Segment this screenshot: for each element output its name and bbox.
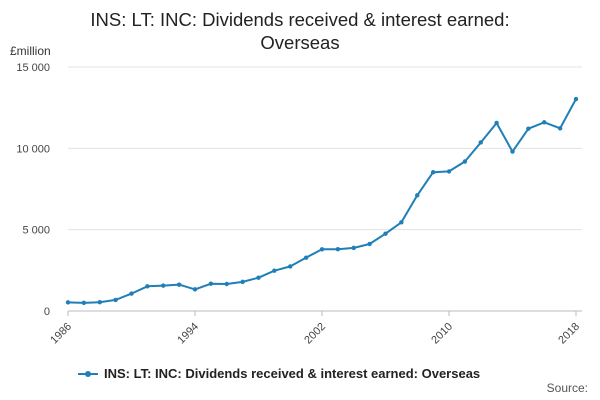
data-point-2003[interactable]: [335, 246, 341, 252]
data-point-1998[interactable]: [256, 275, 261, 280]
y-tick-label-1: 5 000: [22, 225, 50, 237]
y-axis-label: £million: [10, 44, 51, 58]
chart-title: INS: LT: INC: Dividends received & inter…: [0, 8, 600, 54]
data-point-2005[interactable]: [367, 241, 372, 247]
data-point-1992[interactable]: [161, 283, 166, 288]
data-point-1990[interactable]: [129, 291, 134, 296]
chart-title-line-1: INS: LT: INC: Dividends received & inter…: [90, 9, 510, 30]
data-point-1989[interactable]: [113, 297, 118, 303]
series-line-0: [67, 98, 577, 304]
data-point-1995[interactable]: [208, 281, 214, 286]
data-point-2013[interactable]: [494, 120, 499, 126]
x-tick-label-1: 1994: [175, 321, 201, 347]
data-point-2004[interactable]: [351, 245, 356, 251]
data-point-1994[interactable]: [192, 287, 198, 292]
data-point-2002[interactable]: [319, 247, 325, 252]
x-tick-label-3: 2010: [429, 321, 455, 347]
y-tick-label-3: 15 000: [16, 62, 50, 74]
data-point-2000[interactable]: [288, 264, 293, 269]
data-point-2009[interactable]: [430, 170, 436, 175]
x-tick-label-4: 2018: [556, 321, 582, 347]
data-point-2010[interactable]: [446, 169, 452, 174]
data-point-1993[interactable]: [176, 282, 182, 287]
data-point-2006[interactable]: [383, 231, 388, 236]
legend-label: INS: LT: INC: Dividends received & inter…: [104, 366, 481, 381]
data-point-1997[interactable]: [240, 279, 245, 285]
data-point-1991[interactable]: [145, 284, 150, 289]
data-point-2015[interactable]: [526, 126, 531, 131]
data-point-2014[interactable]: [510, 149, 515, 154]
legend[interactable]: INS: LT: INC: Dividends received & inter…: [78, 366, 480, 381]
y-axis-ticks: 0 5 000 10 000 15 000: [16, 62, 50, 318]
series-group: [65, 96, 579, 306]
data-point-1996[interactable]: [224, 281, 229, 287]
data-point-2016[interactable]: [542, 120, 547, 125]
data-point-2017[interactable]: [557, 126, 563, 131]
data-point-2007[interactable]: [399, 220, 404, 225]
grid-lines: [68, 66, 582, 312]
data-point-2018[interactable]: [573, 96, 579, 102]
data-point-2008[interactable]: [415, 193, 420, 198]
y-tick-label-2: 10 000: [16, 143, 50, 155]
data-point-2001[interactable]: [303, 255, 309, 260]
x-tick-label-0: 1986: [48, 321, 74, 347]
data-point-1987[interactable]: [81, 300, 87, 306]
data-point-1988[interactable]: [97, 300, 102, 305]
data-point-1986[interactable]: [65, 300, 71, 305]
data-point-2012[interactable]: [478, 140, 483, 145]
x-tick-label-2: 2002: [302, 321, 328, 347]
y-tick-label-0: 0: [44, 306, 50, 318]
chart-title-line-2: Overseas: [260, 32, 340, 53]
legend-swatch-icon: [78, 369, 98, 379]
data-point-1999[interactable]: [272, 268, 277, 273]
source-label: Source:: [546, 381, 588, 395]
x-axis-ticks: 1986 1994 2002 2010 2018: [48, 311, 582, 346]
data-point-2011[interactable]: [462, 159, 468, 164]
